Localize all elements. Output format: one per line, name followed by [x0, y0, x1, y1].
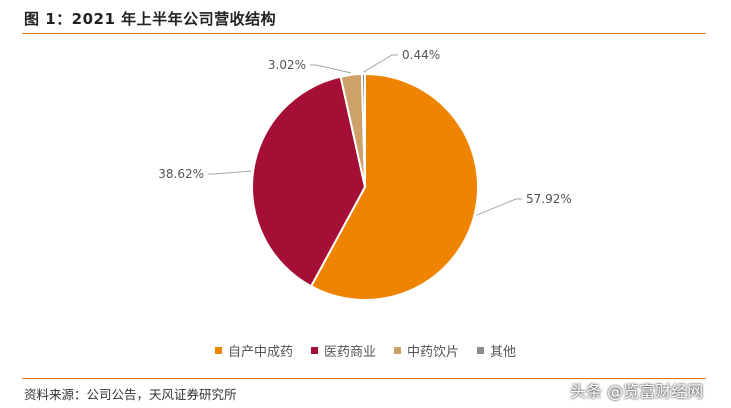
source-note: 资料来源：公司公告，天风证券研究所 [24, 387, 237, 402]
slice-label-1: 57.92% [526, 192, 572, 206]
legend-swatch [310, 347, 318, 354]
pie-slice-1 [309, 72, 479, 301]
legend-swatch [394, 347, 401, 354]
watermark: 头条 @览富财经网 [570, 382, 704, 401]
pie-slices [251, 72, 479, 301]
chart-legend: 自产中成药 医药商业 中药饮片 其他 [0, 341, 731, 360]
legend-item-1: 自产中成药 [214, 341, 293, 360]
leader-line-2 [208, 170, 252, 175]
leader-line-1 [476, 198, 522, 216]
pie-slice-4 [360, 72, 366, 188]
legend-label: 中药饮片 [407, 345, 460, 360]
legend-item-4: 其他 [477, 341, 516, 360]
chart-title: 图 1：2021 年上半年公司营收结构 [24, 10, 277, 28]
legend-label: 其他 [490, 345, 517, 360]
pie-labels: 57.92% 38.62% 3.02% 0.44% [158, 48, 572, 206]
pie-chart: 57.92% 38.62% 3.02% 0.44% [158, 48, 572, 301]
legend-label: 自产中成药 [227, 345, 293, 360]
leader-line-3 [310, 64, 352, 74]
legend-label: 医药商业 [323, 345, 376, 360]
pie-slice-2 [251, 75, 367, 288]
leader-line-4 [363, 54, 398, 73]
legend-item-2: 医药商业 [310, 341, 376, 360]
legend-swatch [477, 347, 485, 354]
pie-leader-lines [208, 54, 522, 216]
slice-label-2: 38.62% [158, 167, 204, 181]
legend-item-3: 中药饮片 [394, 341, 459, 360]
source-divider [22, 378, 706, 379]
title-divider [22, 33, 706, 34]
slice-label-4: 0.44% [402, 48, 440, 62]
slice-label-3: 3.02% [268, 58, 306, 72]
legend-swatch [214, 347, 222, 354]
